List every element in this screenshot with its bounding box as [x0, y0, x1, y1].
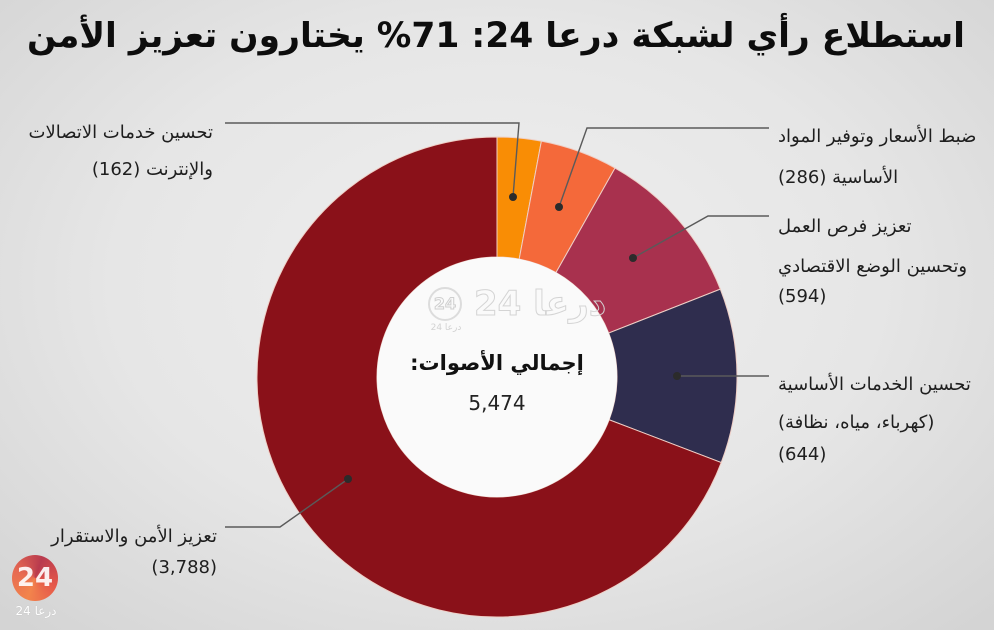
label-line: والإنترنت (162) [91, 159, 213, 180]
total-votes-value: 5,474 [468, 391, 526, 415]
label-line: تعزيز فرص العمل [778, 216, 912, 237]
label-line: (644) [778, 444, 827, 465]
label-line: تحسين خدمات الاتصالات [28, 122, 214, 143]
label-line: وتحسين الوضع الاقتصادي [778, 256, 968, 277]
brand-logo-icon: 24 [12, 555, 58, 601]
label-line: الأساسية (286) [778, 167, 899, 188]
label-line: تحسين الخدمات الأساسية [778, 374, 971, 395]
label-line: تعزيز الأمن والاستقرار [51, 526, 217, 547]
callout-lines [225, 122, 769, 528]
watermark-logo-caption: درعا 24 [430, 323, 462, 333]
callout-dot [629, 254, 637, 262]
label-line: (3,788) [151, 557, 217, 578]
callout-line-jobs [632, 215, 769, 259]
chart-title: استطلاع رأي لشبكة درعا 24: 71% يختارون ت… [26, 16, 965, 56]
watermark-logo-icon: 24 [428, 287, 462, 321]
watermark-text: درعا 24 [473, 284, 607, 325]
callout-line-prices [558, 127, 769, 208]
callout-dot [344, 475, 352, 483]
callout-dot [509, 193, 517, 201]
callout-dots [344, 193, 681, 483]
brand-logo-caption: درعا 24 [15, 604, 57, 618]
total-votes-label: إجمالي الأصوات: [410, 351, 584, 375]
callout-dot [673, 372, 681, 380]
callout-dot [555, 203, 563, 211]
donut-slices [256, 136, 738, 618]
label-line: ضبط الأسعار وتوفير المواد [778, 126, 977, 147]
label-line: (كهرباء، مياه، نظافة) [778, 412, 935, 433]
label-line: (594) [778, 286, 827, 307]
callout-line-telecom [225, 122, 520, 198]
callout-line-security [225, 478, 349, 528]
